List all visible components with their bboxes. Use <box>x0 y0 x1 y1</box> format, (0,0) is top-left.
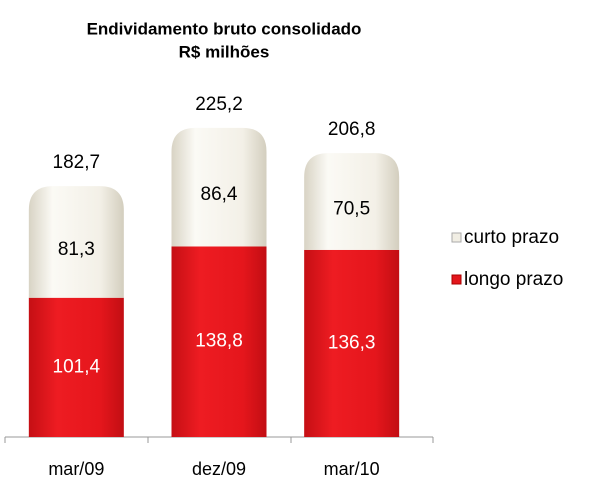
x-tick-label: dez/09 <box>192 459 246 479</box>
total-label: 225,2 <box>195 94 243 115</box>
bar-segment <box>304 153 400 250</box>
data-label: 86,4 <box>201 184 238 205</box>
data-label: 101,4 <box>53 356 101 377</box>
total-label: 206,8 <box>328 119 376 140</box>
data-label: 136,3 <box>328 332 376 353</box>
chart-subtitle: R$ milhões <box>179 42 270 61</box>
data-label: 138,8 <box>195 331 243 352</box>
x-axis <box>4 436 434 443</box>
bar-segment <box>171 127 267 247</box>
legend-label: curto prazo <box>464 227 559 248</box>
x-tick-label: mar/10 <box>324 459 380 479</box>
bar-segment <box>28 186 124 298</box>
x-tick-label: mar/09 <box>48 459 104 479</box>
legend-label: longo prazo <box>464 269 563 290</box>
legend-swatch <box>451 232 462 243</box>
data-label: 81,3 <box>58 239 95 260</box>
chart-title: Endividamento bruto consolidado <box>87 19 362 38</box>
bar-segment <box>171 246 267 437</box>
data-label: 70,5 <box>333 198 370 219</box>
bar-segment <box>304 249 400 437</box>
bar-segment <box>28 297 124 437</box>
total-label: 182,7 <box>53 152 101 173</box>
legend-swatch <box>451 274 462 285</box>
